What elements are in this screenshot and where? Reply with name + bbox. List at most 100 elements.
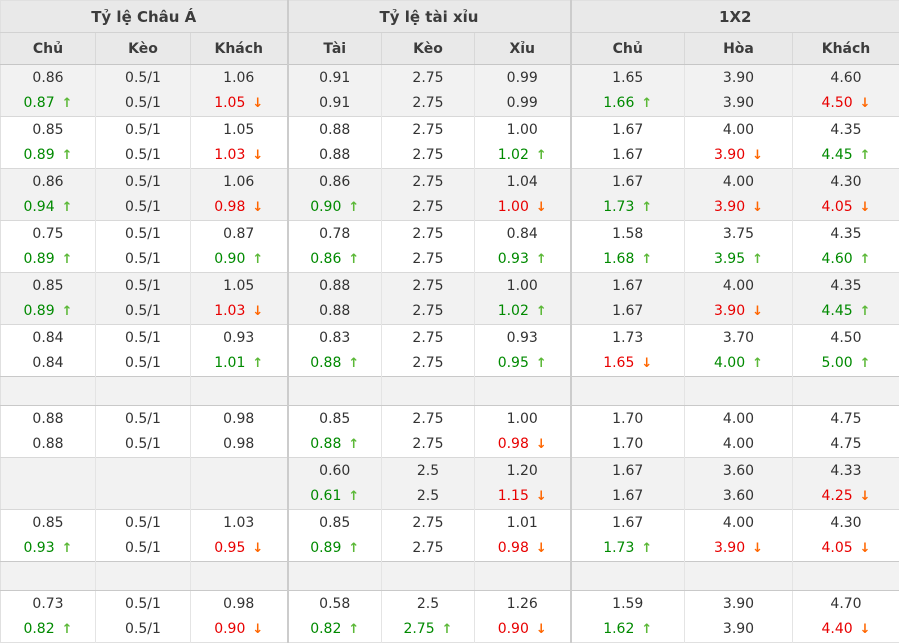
odds-value: 1.67 [612,463,643,479]
odds-value: 1.00 [498,199,529,215]
odds-cell: 1.67 [571,117,685,143]
odds-value: 0.85 [319,515,350,531]
odds-value: 0.75 [32,226,63,242]
odds-value: 4.35 [830,122,861,138]
odds-value: 0.88 [310,355,341,371]
odds-cell [475,377,571,406]
odds-cell [191,484,288,510]
odds-cell: 0.95↑ [475,351,571,377]
odds-value: 3.90 [714,147,745,163]
odds-cell: 3.90 [685,617,793,643]
odds-cell: 1.03 ↓ [191,299,288,325]
col-header-ah-home: Chủ [1,33,96,65]
odds-value: 0.5/1 [125,515,161,531]
odds-value: 2.75 [412,303,443,319]
odds-value: 0.5/1 [125,95,161,111]
odds-value: 0.88 [32,436,63,452]
odds-value: 0.5/1 [125,147,161,163]
trend-down-icon: ↓ [536,622,547,637]
odds-cell: 0.73 [1,591,96,617]
odds-cell: 2.75 [382,299,475,325]
trend-down-icon: ↓ [860,200,871,215]
odds-cell: 2.75 [382,406,475,432]
odds-value: 1.06 [223,174,254,190]
odds-cell: 0.5/1 [96,406,191,432]
odds-cell: 0.88 [288,117,382,143]
odds-value: 0.88 [32,411,63,427]
odds-value: 0.88 [310,436,341,452]
odds-cell: 1.00↓ [475,195,571,221]
trend-up-icon: ↑ [62,252,73,267]
odds-cell: 0.5/1 [96,91,191,117]
odds-value: 1.58 [612,226,643,242]
odds-value: 0.5/1 [125,226,161,242]
odds-cell: 0.86 [1,65,96,91]
odds-cell: 0.5/1 [96,617,191,643]
odds-value: 2.75 [412,278,443,294]
odds-cell: 4.30 [793,510,899,536]
section-title-asian-handicap: Tỷ lệ Châu Á [1,1,288,33]
col-header-ou-under: Xỉu [475,33,571,65]
odds-value: 1.05 [223,122,254,138]
trend-down-icon: ↓ [252,541,263,556]
odds-value: 0.89 [23,251,54,267]
odds-cell [382,562,475,591]
odds-cell: 4.35 [793,221,899,247]
odds-cell: 0.5/1 [96,221,191,247]
odds-cell: 1.62↑ [571,617,685,643]
odds-value: 3.70 [723,330,754,346]
odds-cell: 1.68↑ [571,247,685,273]
odds-value: 0.5/1 [125,174,161,190]
odds-cell: 0.93↑ [475,247,571,273]
odds-value: 1.05 [223,278,254,294]
odds-value: 0.85 [319,411,350,427]
odds-cell [96,562,191,591]
odds-value: 0.90 [214,251,245,267]
odds-value: 2.75 [412,226,443,242]
odds-cell: 0.78 [288,221,382,247]
trend-up-icon: ↑ [62,541,73,556]
odds-cell: 0.75 [1,221,96,247]
odds-cell: 1.67 [571,484,685,510]
odds-cell: 3.95↑ [685,247,793,273]
trend-up-icon: ↑ [536,356,547,371]
odds-value: 0.5/1 [125,330,161,346]
odds-value: 1.03 [214,303,245,319]
odds-cell: 0.90↑ [191,247,288,273]
trend-up-icon: ↑ [348,252,359,267]
odds-cell: 3.90 [685,591,793,617]
odds-value: 0.86 [32,174,63,190]
odds-value: 0.84 [32,355,63,371]
odds-cell: 0.5/1 [96,510,191,536]
odds-cell: 2.75 [382,325,475,351]
odds-cell [96,458,191,484]
odds-value: 0.5/1 [125,411,161,427]
odds-cell: 4.05↓ [793,536,899,562]
odds-value: 3.90 [723,596,754,612]
odds-cell: 0.5/1 [96,195,191,221]
odds-cell: 0.5/1 [96,65,191,91]
odds-cell: 0.5/1 [96,351,191,377]
odds-cell: 1.03↓ [191,143,288,169]
trend-down-icon: ↓ [252,304,263,319]
odds-cell: 4.33 [793,458,899,484]
odds-cell: 4.35 [793,117,899,143]
odds-value: 4.30 [830,174,861,190]
odds-cell: 2.75 [382,117,475,143]
trend-down-icon: ↓ [752,541,763,556]
odds-cell [793,562,899,591]
trend-up-icon: ↑ [860,304,871,319]
odds-value: 1.00 [507,278,538,294]
odds-value: 1.67 [612,303,643,319]
odds-value: 0.98 [498,436,529,452]
odds-value: 4.45 [821,147,852,163]
odds-cell: 0.93 [475,325,571,351]
trend-down-icon: ↓ [752,148,763,163]
odds-cell: 0.61↑ [288,484,382,510]
odds-value: 0.85 [32,122,63,138]
odds-cell: 1.05 [191,117,288,143]
odds-cell: 1.67 [571,510,685,536]
odds-cell: 3.60 [685,458,793,484]
odds-cell: 4.30 [793,169,899,195]
